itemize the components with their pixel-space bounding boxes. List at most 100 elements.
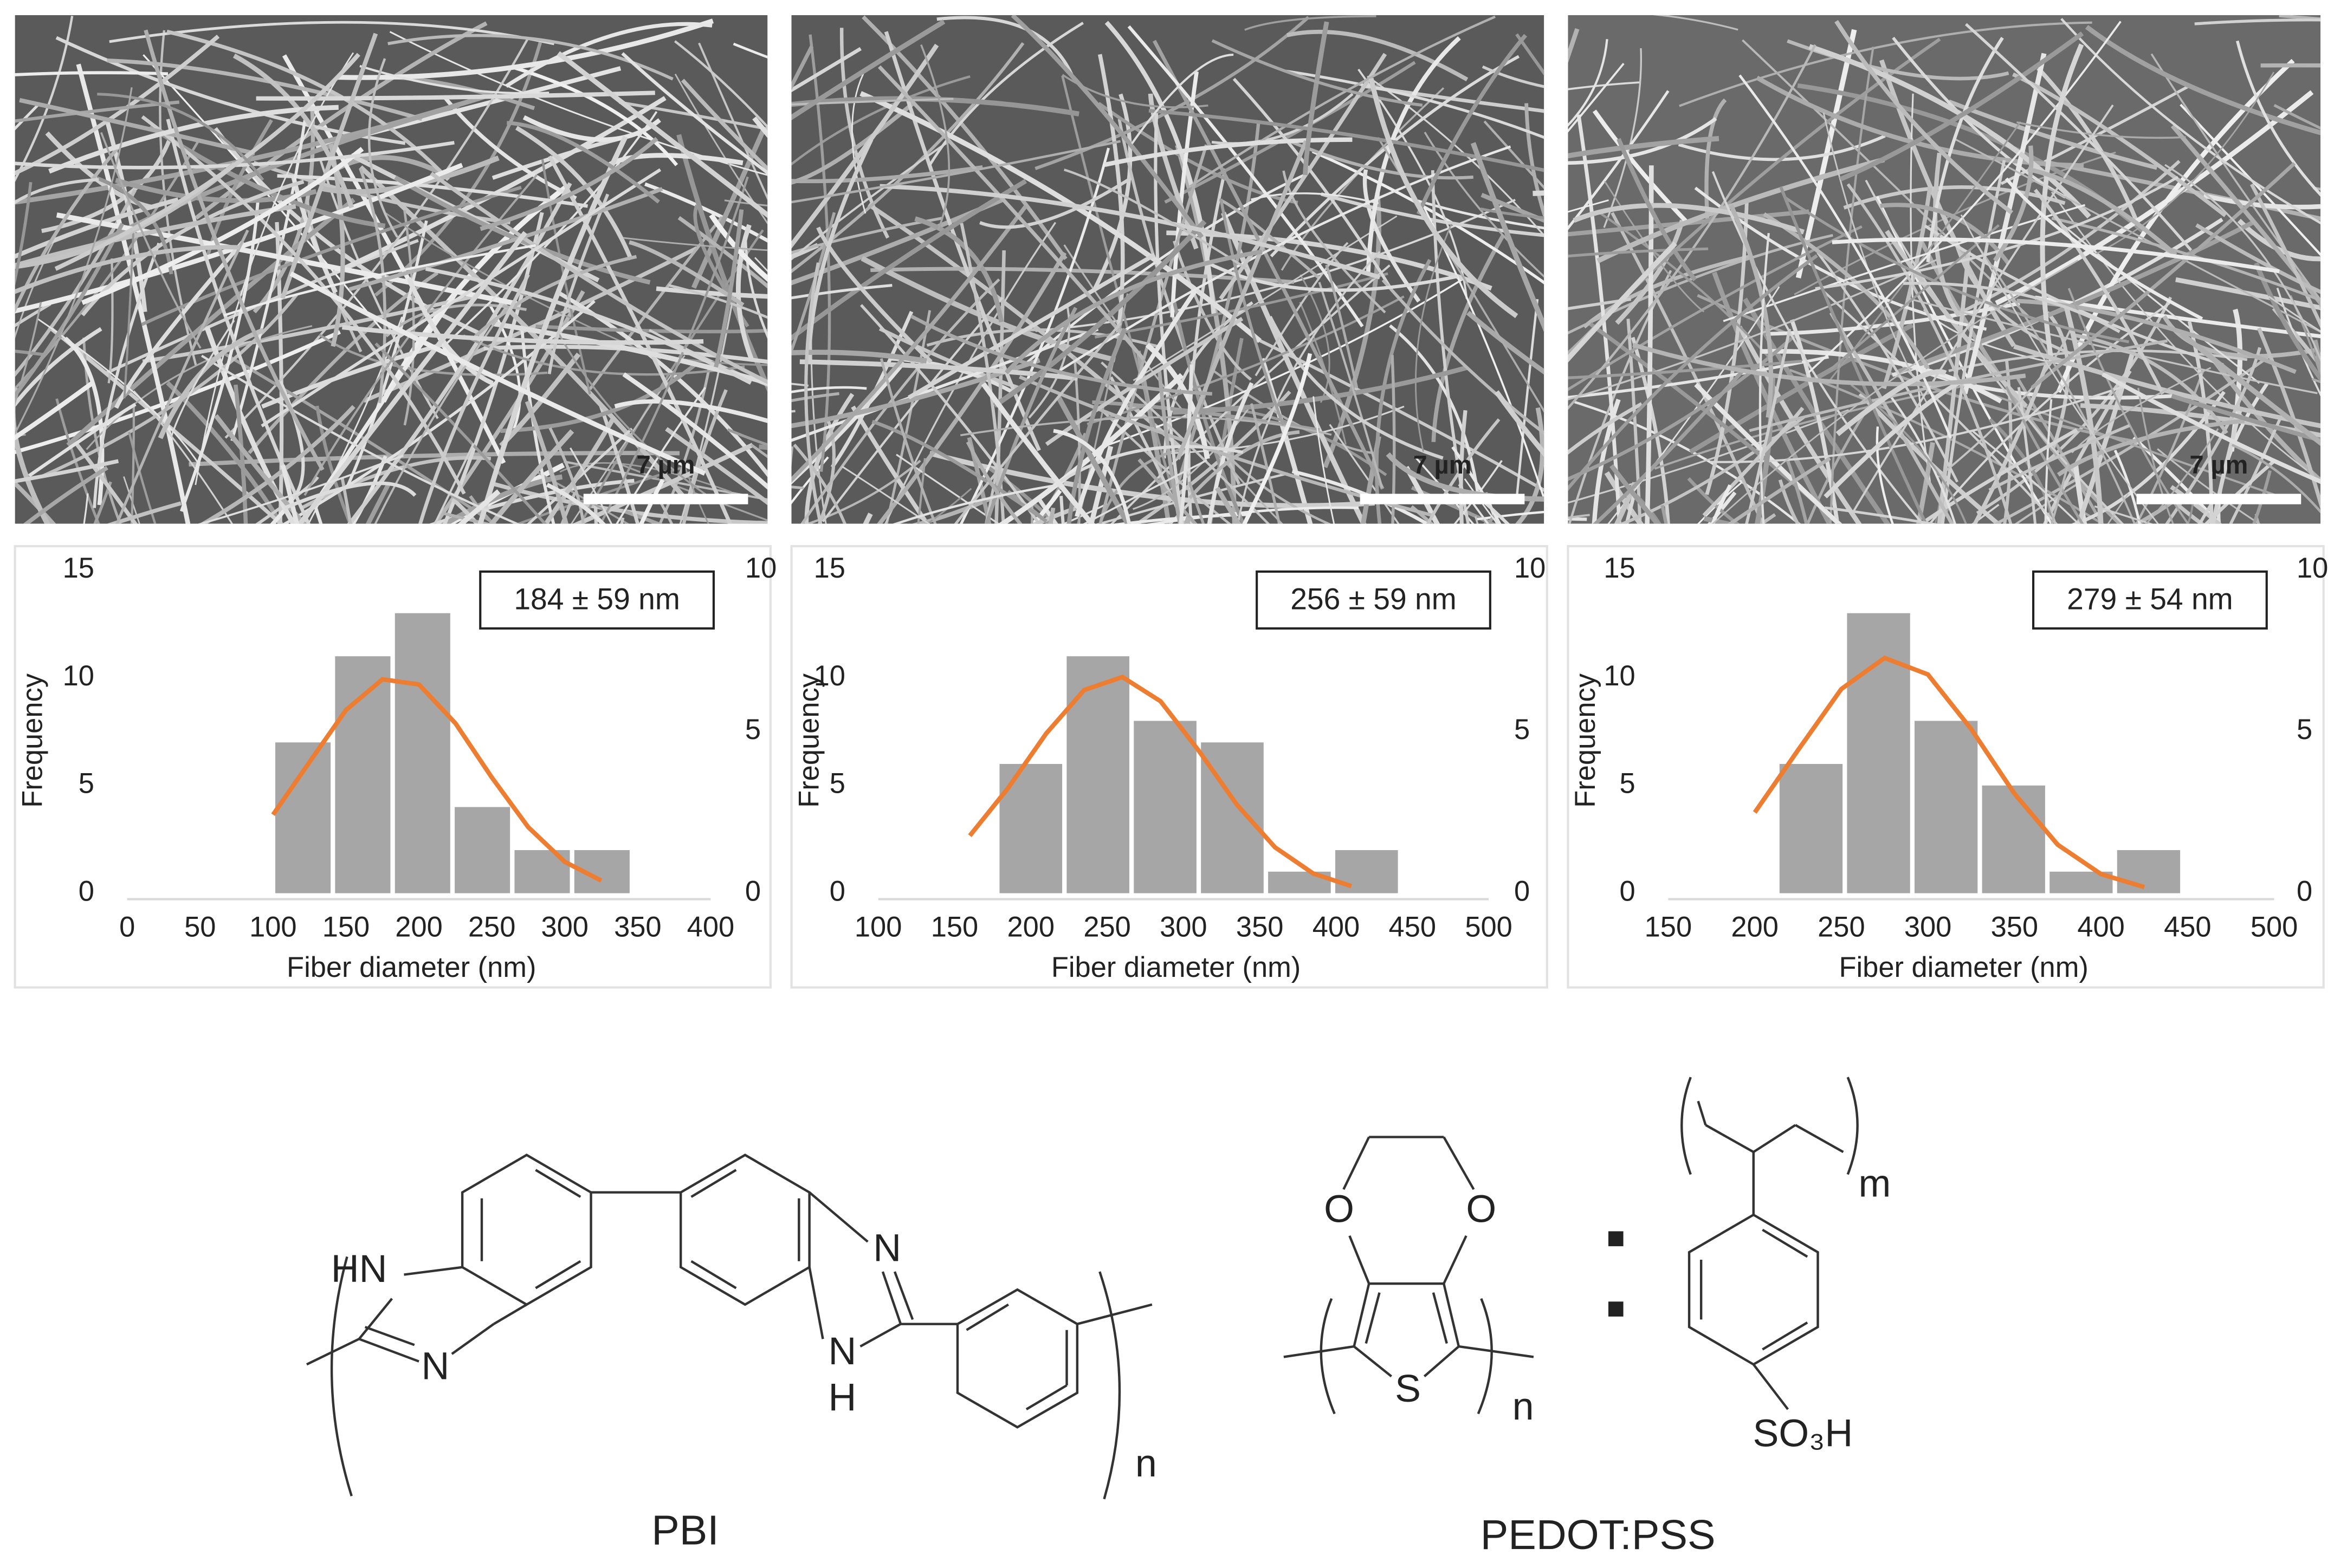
fiber bbox=[1311, 150, 1544, 284]
fiber bbox=[480, 137, 658, 231]
fiber bbox=[570, 355, 686, 524]
fiber bbox=[515, 466, 681, 524]
fiber bbox=[2187, 504, 2194, 524]
fiber bbox=[166, 29, 450, 182]
fiber bbox=[1313, 396, 1335, 524]
fiber bbox=[93, 242, 160, 508]
fiber bbox=[1175, 144, 1237, 524]
fiber bbox=[123, 476, 140, 524]
fiber bbox=[1568, 312, 1609, 355]
bar bbox=[275, 742, 331, 893]
fiber bbox=[290, 174, 338, 294]
fiber bbox=[2254, 513, 2260, 524]
fiber bbox=[698, 42, 768, 200]
fiber bbox=[2113, 449, 2141, 524]
fiber bbox=[791, 96, 1079, 116]
fiber bbox=[2067, 288, 2189, 524]
fiber bbox=[1219, 198, 1321, 280]
fiber bbox=[15, 144, 122, 314]
fiber bbox=[1824, 506, 1939, 524]
fiber bbox=[280, 464, 300, 524]
atom-label: SO₃H bbox=[1753, 1412, 1853, 1455]
fiber bbox=[791, 19, 946, 121]
fiber bbox=[76, 63, 191, 524]
fiber bbox=[1375, 258, 1432, 524]
fiber bbox=[374, 342, 547, 524]
fiber bbox=[791, 140, 1121, 204]
fiber bbox=[2040, 43, 2084, 365]
fiber bbox=[299, 456, 492, 510]
fiber bbox=[1426, 418, 1501, 524]
bar bbox=[1847, 613, 1910, 893]
fiber bbox=[1723, 204, 2086, 322]
fiber bbox=[598, 403, 640, 524]
fiber bbox=[15, 34, 220, 176]
fiber bbox=[1291, 469, 1431, 524]
fiber bbox=[1631, 336, 1670, 524]
fiber bbox=[1172, 301, 1245, 524]
fiber bbox=[791, 100, 917, 185]
fiber bbox=[1286, 29, 1469, 82]
fiber bbox=[15, 222, 125, 399]
fiber bbox=[1102, 410, 1232, 524]
y-tick-label: 5 bbox=[1619, 768, 1635, 800]
fiber bbox=[1244, 15, 1376, 31]
fiber bbox=[1480, 192, 1544, 223]
fiber bbox=[19, 98, 256, 156]
fiber bbox=[394, 175, 651, 285]
fiber bbox=[96, 176, 173, 275]
fiber bbox=[1367, 75, 1544, 237]
sem-image: 7 µm bbox=[791, 15, 1544, 524]
fiber bbox=[892, 483, 1058, 524]
fiber bbox=[296, 231, 527, 524]
fiber bbox=[547, 193, 610, 374]
fiber bbox=[884, 222, 1057, 524]
fiber bbox=[2236, 40, 2321, 197]
fiber bbox=[1466, 310, 1544, 375]
fiber bbox=[1687, 477, 1740, 524]
fiber bbox=[1036, 432, 1088, 524]
fiber bbox=[842, 465, 930, 524]
fiber bbox=[1892, 36, 2066, 199]
fiber bbox=[1494, 390, 1544, 457]
fiber bbox=[1062, 74, 1208, 108]
fiber bbox=[1941, 160, 2006, 524]
bar bbox=[335, 656, 391, 893]
fiber bbox=[2072, 391, 2226, 524]
fiber bbox=[622, 372, 768, 490]
fiber bbox=[727, 428, 768, 446]
fiber bbox=[546, 483, 606, 524]
fiber bbox=[2268, 295, 2321, 333]
x-tick-label: 100 bbox=[855, 912, 902, 943]
fiber bbox=[2031, 162, 2296, 390]
fiber bbox=[1711, 484, 1732, 524]
fiber bbox=[1705, 200, 1749, 495]
bar bbox=[455, 807, 510, 893]
fiber bbox=[74, 442, 138, 524]
fiber bbox=[1104, 137, 1353, 167]
fiber bbox=[1865, 179, 2124, 524]
scale-bar bbox=[583, 494, 748, 504]
fiber bbox=[911, 494, 997, 524]
fiber bbox=[967, 437, 992, 524]
fiber bbox=[128, 431, 157, 524]
scale-bar bbox=[1360, 494, 1525, 504]
fiber bbox=[1973, 359, 2050, 524]
fiber bbox=[1568, 297, 1632, 310]
fiber bbox=[389, 31, 768, 176]
fiber bbox=[1846, 183, 2013, 524]
fiber bbox=[1645, 165, 1654, 524]
fiber bbox=[1410, 505, 1434, 524]
fiber bbox=[1697, 294, 2133, 443]
bar bbox=[1779, 764, 1843, 893]
fiber bbox=[1083, 459, 1207, 524]
fiber bbox=[2013, 344, 2321, 429]
fiber bbox=[557, 51, 768, 218]
fiber bbox=[914, 216, 1004, 323]
fiber bbox=[1758, 233, 1770, 524]
fiber bbox=[1576, 114, 1621, 524]
